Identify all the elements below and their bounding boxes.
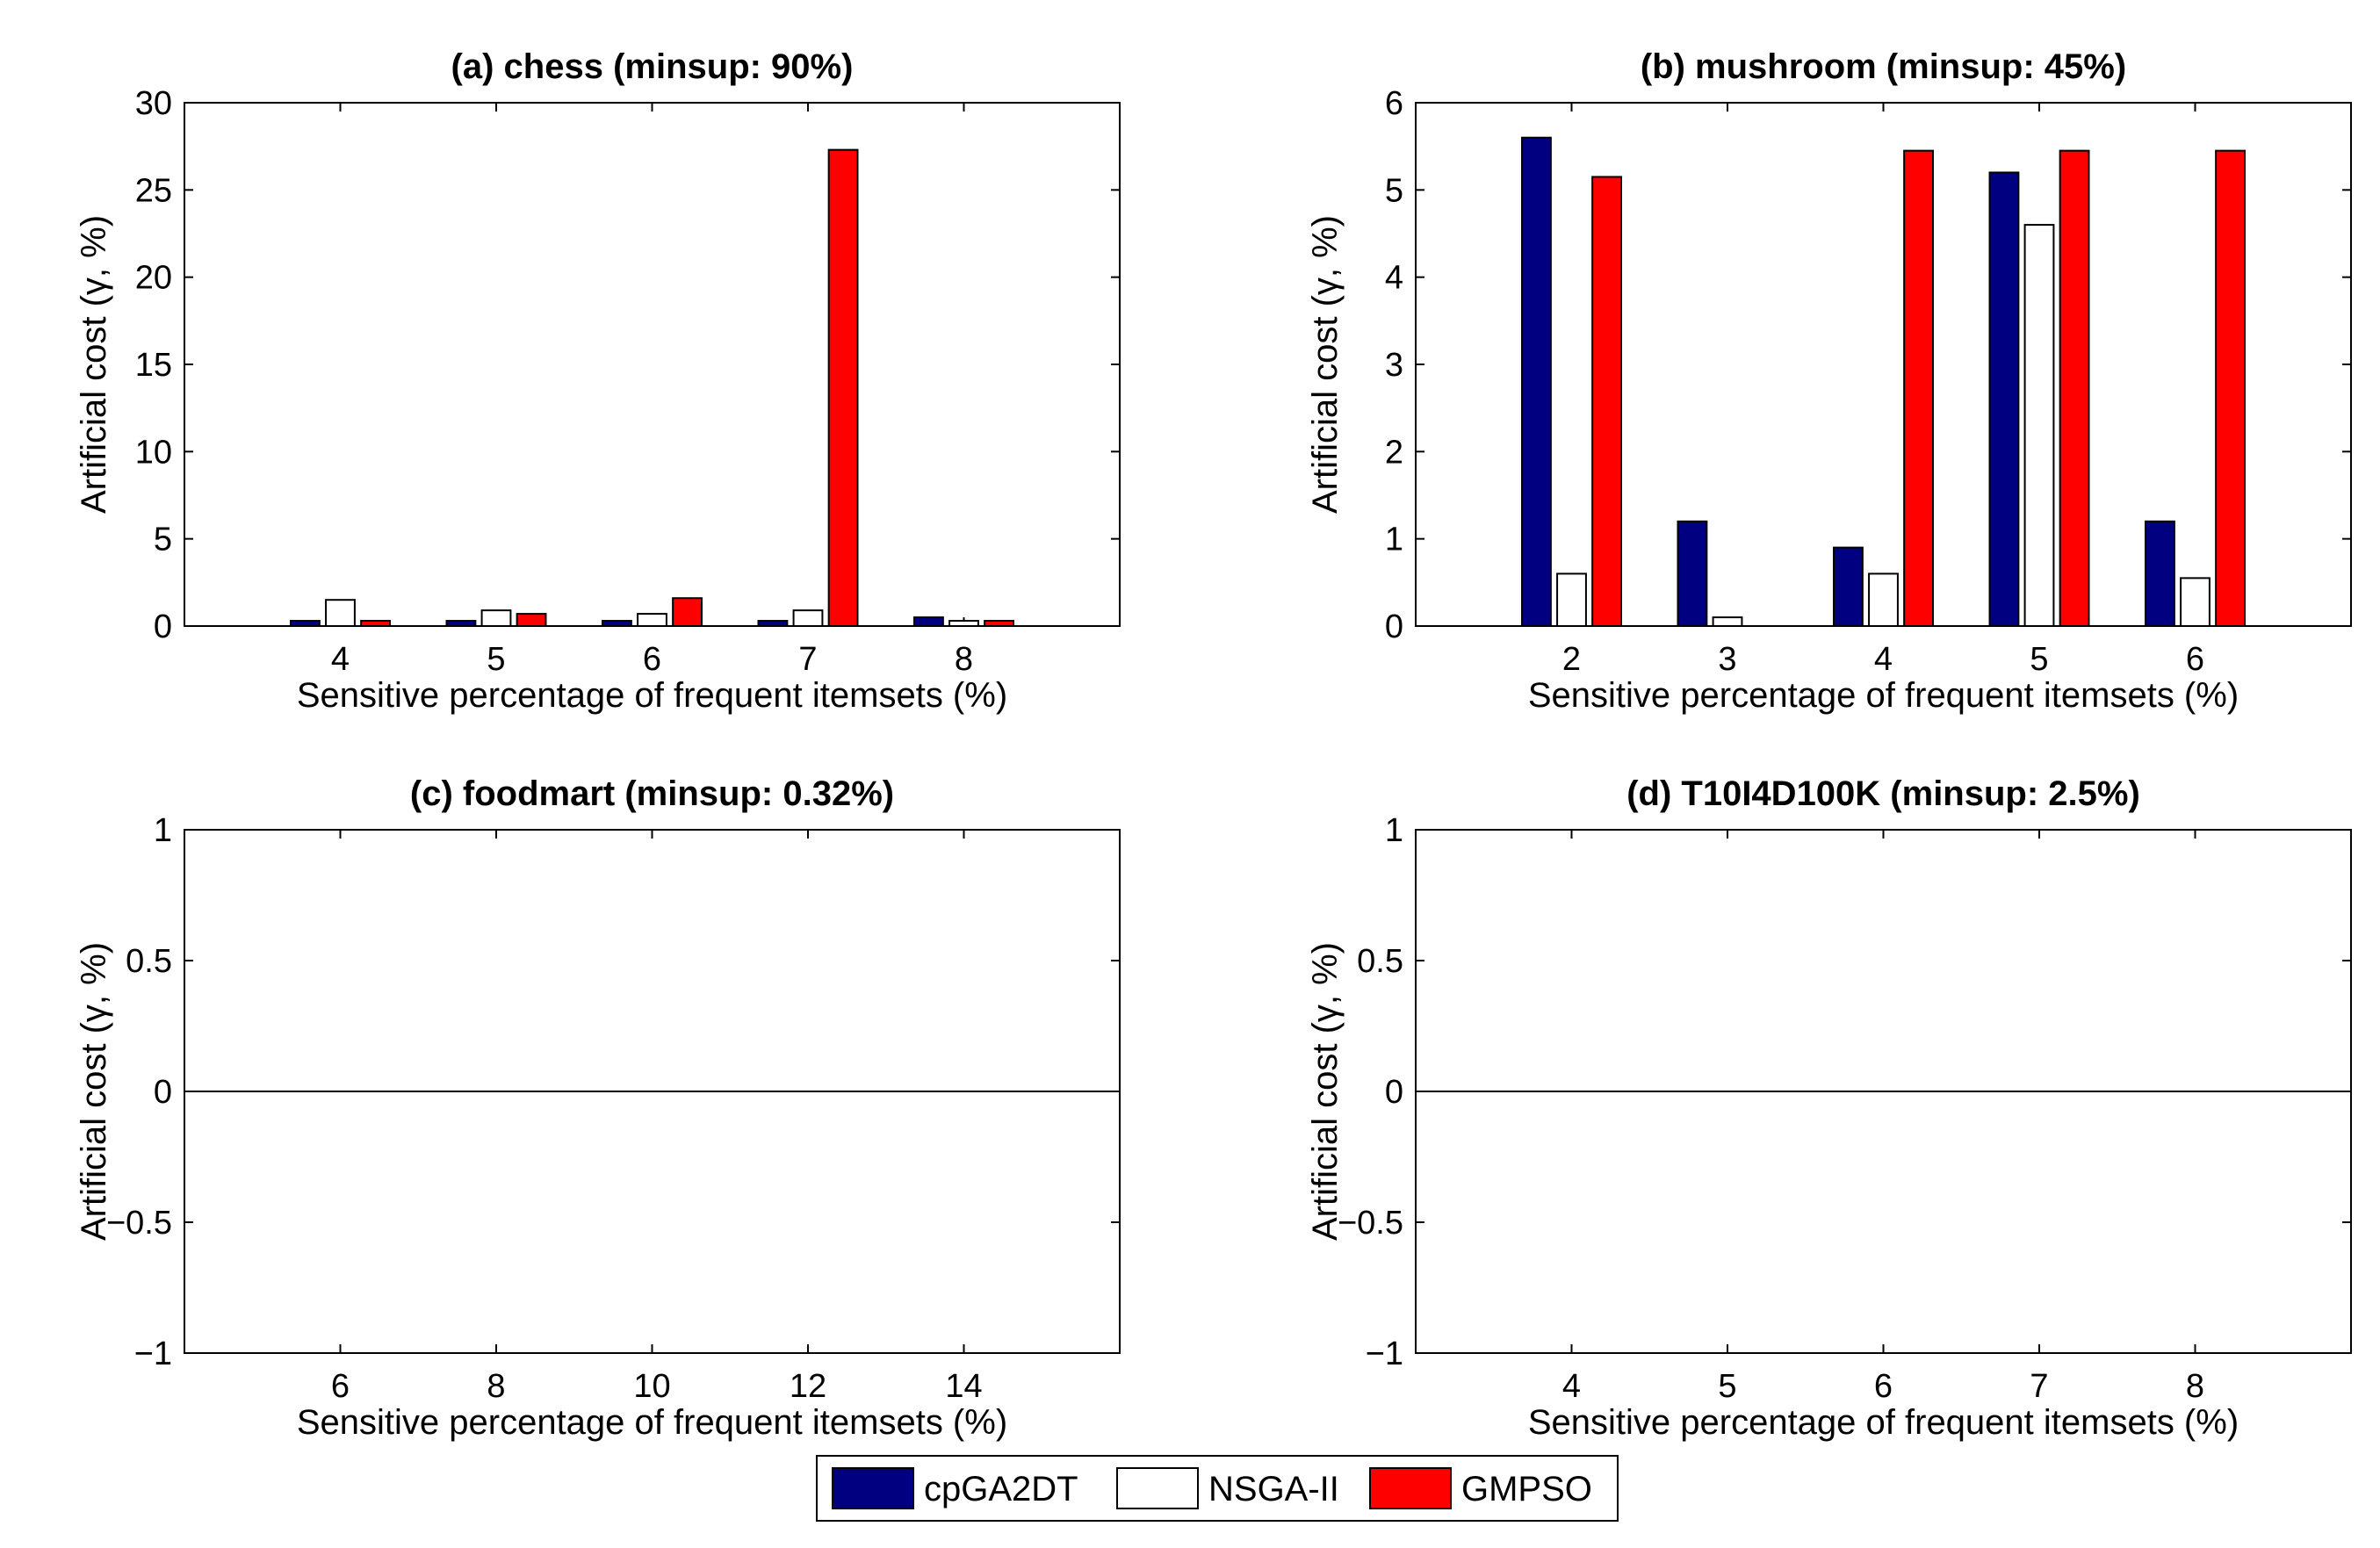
y-tick-label: −0.5 <box>1338 1205 1403 1242</box>
axes-frame <box>1415 829 2352 1354</box>
y-axis-label: Artificial cost (γ, %) <box>75 215 113 514</box>
bar-gmpso-5 <box>2059 149 2090 627</box>
y-tick-label: 0.5 <box>1357 943 1403 980</box>
legend-label: NSGA-II <box>1208 1470 1339 1508</box>
axes-frame <box>184 102 1121 627</box>
y-tick-label: 1 <box>1385 812 1403 849</box>
y-axis-label: Artificial cost (γ, %) <box>1306 215 1345 514</box>
chart-panel-4: (d) T10I4D100K (minsup: 2.5%) −1 −0.5 0 0.5 1… <box>1306 774 2352 1442</box>
y-tick-label: 0 <box>154 608 172 645</box>
chart-title: (c) foodmart (minsup: 0.32%) <box>410 774 894 813</box>
bar-nsgaii-4 <box>325 599 356 628</box>
y-tick-label: 0 <box>1385 1074 1403 1111</box>
legend: cpGA2DT NSGA-II GMPSO <box>816 1455 1619 1522</box>
x-tick-label: 14 <box>945 1368 982 1405</box>
y-tick-label: 1 <box>1385 522 1403 558</box>
x-tick-label: 5 <box>2030 641 2048 678</box>
bar-nsgaii-5 <box>2023 224 2055 627</box>
y-tick-label: −1 <box>1366 1336 1403 1372</box>
bar-gmpso-6 <box>672 597 703 627</box>
x-tick-label: 8 <box>955 641 973 678</box>
bar-cpga2dt-4 <box>1833 546 1864 627</box>
chart-panel-3: (c) foodmart (minsup: 0.32%) −1 −0.5 0 0.5 1 6… <box>75 774 1121 1442</box>
bar-cpga2dt-3 <box>1677 520 1708 627</box>
x-tick-label: 7 <box>2030 1368 2048 1405</box>
x-tick-label: 6 <box>2186 641 2204 678</box>
bar-gmpso-5 <box>516 613 547 627</box>
bar-nsgaii-4 <box>1868 572 1899 628</box>
bar-nsgaii-6 <box>637 613 667 627</box>
y-axis-label: Artificial cost (γ, %) <box>1306 942 1345 1241</box>
legend-swatch-gmpso <box>1369 1467 1452 1509</box>
y-tick-label: 10 <box>135 434 172 471</box>
y-tick-label: 15 <box>135 347 172 384</box>
x-tick-label: 8 <box>487 1368 505 1405</box>
x-tick-label: 10 <box>633 1368 670 1405</box>
y-tick-label: 0.5 <box>126 943 172 980</box>
y-tick-label: 0 <box>154 1074 172 1111</box>
bar-nsgaii-3 <box>1712 616 1743 627</box>
y-tick-label: 30 <box>135 85 172 122</box>
x-tick-label: 6 <box>1874 1368 1893 1405</box>
bar-cpga2dt-8 <box>913 616 944 627</box>
x-tick-label: 5 <box>487 641 505 678</box>
x-tick-label: 6 <box>643 641 661 678</box>
bar-gmpso-4 <box>1903 149 1934 627</box>
y-tick-label: −0.5 <box>106 1205 172 1242</box>
x-axis-label: Sensitive percentage of frequent itemset… <box>1528 676 2239 715</box>
chart-title: (b) mushroom (minsup: 45%) <box>1641 47 2126 86</box>
y-tick-label: 3 <box>1385 347 1403 384</box>
legend-swatch-cpga2dt <box>832 1467 914 1509</box>
x-tick-label: 5 <box>1718 1368 1736 1405</box>
y-tick-label: 6 <box>1385 85 1403 122</box>
x-axis-label: Sensitive percentage of frequent itemset… <box>1528 1403 2239 1442</box>
axes-frame <box>1415 102 2352 627</box>
y-tick-label: 1 <box>154 812 172 849</box>
y-tick-label: 2 <box>1385 434 1403 471</box>
y-tick-label: 5 <box>1385 172 1403 209</box>
bar-gmpso-6 <box>2215 149 2246 627</box>
axes-frame <box>184 829 1121 1354</box>
x-tick-label: 4 <box>1874 641 1893 678</box>
x-tick-label: 6 <box>331 1368 350 1405</box>
bar-nsgaii-6 <box>2180 577 2211 627</box>
y-tick-label: 4 <box>1385 260 1403 297</box>
x-axis-label: Sensitive percentage of frequent itemset… <box>297 1403 1007 1442</box>
y-tick-label: 20 <box>135 260 172 297</box>
chart-title: (a) chess (minsup: 90%) <box>451 47 854 86</box>
bar-cpga2dt-2 <box>1521 136 1552 627</box>
x-tick-label: 4 <box>331 641 350 678</box>
bar-nsgaii-7 <box>792 609 824 627</box>
bar-gmpso-7 <box>827 148 859 627</box>
y-tick-label: 5 <box>154 522 172 558</box>
chart-title: (d) T10I4D100K (minsup: 2.5%) <box>1626 774 2140 813</box>
bar-cpga2dt-6 <box>2145 520 2175 627</box>
x-tick-label: 7 <box>798 641 817 678</box>
x-tick-label: 2 <box>1562 641 1581 678</box>
bar-nsgaii-5 <box>480 609 512 627</box>
bar-nsgaii-2 <box>1556 572 1587 628</box>
y-tick-label: 0 <box>1385 608 1403 645</box>
y-tick-label: −1 <box>134 1336 172 1372</box>
chart-panel-1: (a) chess (minsup: 90%) 0 5 10 15 20 25 30 4 5 6 7 8… <box>75 47 1121 715</box>
y-axis-label: Artificial cost (γ, %) <box>75 942 113 1241</box>
x-tick-label: 4 <box>1562 1368 1581 1405</box>
x-tick-label: 12 <box>790 1368 826 1405</box>
bar-gmpso-2 <box>1591 176 1622 628</box>
legend-label: GMPSO <box>1461 1470 1592 1508</box>
legend-swatch-nsgaii <box>1116 1467 1199 1509</box>
x-tick-label: 3 <box>1718 641 1736 678</box>
x-tick-label: 8 <box>2186 1368 2204 1405</box>
legend-box <box>816 1455 1619 1522</box>
bar-cpga2dt-5 <box>1988 171 2020 627</box>
legend-label: cpGA2DT <box>924 1470 1078 1508</box>
x-axis-label: Sensitive percentage of frequent itemset… <box>297 676 1007 715</box>
y-tick-label: 25 <box>135 172 172 209</box>
